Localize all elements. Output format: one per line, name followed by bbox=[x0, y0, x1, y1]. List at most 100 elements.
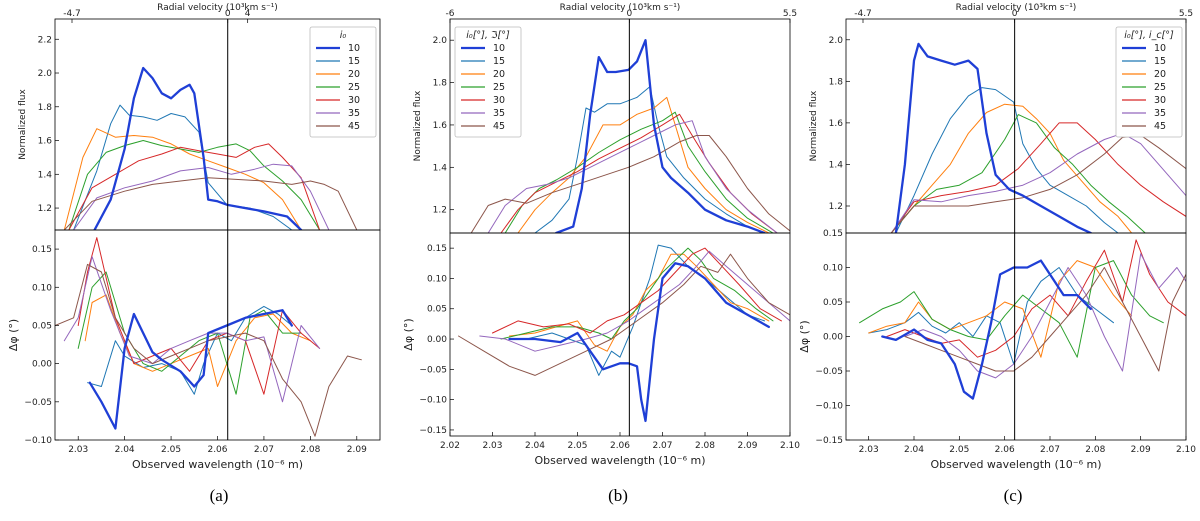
flux-y-tick-label: 1.6 bbox=[38, 137, 53, 147]
flux-series-15 bbox=[534, 86, 765, 233]
phase-y-tick-label: −0.05 bbox=[815, 367, 843, 377]
phase-y-tick-label: −0.15 bbox=[815, 436, 843, 446]
x-tick-label: 2.04 bbox=[525, 441, 545, 451]
legend-box bbox=[1115, 26, 1183, 138]
x-tick-label: 2.03 bbox=[68, 445, 88, 455]
x-tick-label: 2.05 bbox=[161, 445, 181, 455]
phase-series-15 bbox=[868, 267, 1114, 365]
phase-y-label: Δφ (°) bbox=[402, 318, 415, 350]
legend-box bbox=[454, 26, 522, 138]
phase-series-45 bbox=[458, 253, 790, 376]
flux-curves bbox=[470, 39, 790, 233]
phase-frame bbox=[449, 232, 791, 437]
panel-b: 2.02 2.03 2.04 2.05 2.06 2.07 2.08 2.09 2.10 Obse… bbox=[402, 3, 800, 505]
phase-series-20 bbox=[868, 260, 1133, 358]
phase-series-10 bbox=[881, 259, 1092, 400]
flux-y-tick-label: 1.2 bbox=[433, 206, 447, 216]
flux-series-35 bbox=[890, 132, 1186, 233]
phase-series-20 bbox=[84, 294, 311, 387]
flux-y-tick-label: 1.8 bbox=[38, 103, 53, 113]
legend-label-15: 15 bbox=[348, 56, 360, 67]
phase-series-30 bbox=[886, 239, 1186, 358]
phase-y-tick-label: −0.10 bbox=[24, 436, 52, 446]
phase-y-tick-label: 0.00 bbox=[823, 333, 843, 343]
x-tick-label: 2.07 bbox=[1040, 445, 1060, 455]
phase-y-label: Δφ (°) bbox=[7, 319, 20, 351]
x-tick-label: 2.10 bbox=[1176, 445, 1196, 455]
x-tick-label: 2.08 bbox=[1085, 445, 1105, 455]
phase-curves bbox=[859, 239, 1186, 400]
flux-y-label: Normalized flux bbox=[18, 89, 28, 160]
legend-label-45: 45 bbox=[493, 121, 505, 132]
flux-series-25 bbox=[504, 111, 774, 233]
flux-series-45 bbox=[470, 135, 790, 233]
phase-y-tick-label: 0.05 bbox=[32, 321, 52, 331]
x-tick-label: 2.09 bbox=[347, 445, 367, 455]
flux-series-35 bbox=[73, 163, 330, 230]
x-axis-label: Observed wavelength (10⁻⁶ m) bbox=[132, 458, 303, 471]
phase-series-10 bbox=[88, 309, 293, 430]
flux-series-10 bbox=[555, 39, 766, 233]
flux-series-45 bbox=[890, 134, 1186, 233]
phase-y-tick-label: 0.05 bbox=[823, 298, 843, 308]
legend-label-10: 10 bbox=[348, 43, 360, 54]
flux-series-10 bbox=[894, 42, 1092, 233]
flux-y-tick-label: 1.4 bbox=[829, 160, 844, 170]
flux-series-20 bbox=[63, 128, 302, 230]
top-tick-label: 5.5 bbox=[783, 9, 797, 19]
x-tick-label: 2.04 bbox=[904, 445, 924, 455]
phase-series-20 bbox=[509, 253, 770, 352]
legend-label-30: 30 bbox=[348, 95, 360, 106]
x-tick-label: 2.07 bbox=[254, 445, 274, 455]
top-tick-label: -4.7 bbox=[63, 9, 81, 19]
x-tick-label: 2.08 bbox=[695, 441, 715, 451]
flux-y-tick-label: 1.8 bbox=[433, 79, 448, 89]
top-tick-label: -6 bbox=[446, 9, 455, 19]
flux-series-45 bbox=[63, 177, 358, 230]
flux-series-20 bbox=[890, 103, 1133, 233]
x-tick-label: 2.07 bbox=[652, 441, 672, 451]
top-tick-label: 0 bbox=[626, 9, 632, 19]
x-tick-label: 2.09 bbox=[1131, 445, 1151, 455]
phase-y-tick-label: 0.00 bbox=[32, 360, 52, 370]
panel-caption: (c) bbox=[1004, 486, 1023, 505]
legend-label-35: 35 bbox=[1154, 108, 1166, 119]
legend-label-20: 20 bbox=[348, 69, 360, 80]
x-tick-label: 2.10 bbox=[780, 441, 800, 451]
phase-series-35 bbox=[63, 256, 321, 403]
flux-y-tick-label: 1.8 bbox=[829, 77, 844, 87]
x-tick-label: 2.05 bbox=[949, 445, 969, 455]
legend-label-25: 25 bbox=[1154, 82, 1166, 93]
legend-label-45: 45 bbox=[1154, 121, 1166, 132]
flux-series-30 bbox=[890, 122, 1186, 233]
top-tick-label: 0 bbox=[225, 9, 231, 19]
x-tick-label: 2.06 bbox=[610, 441, 630, 451]
top-axis-label: Radial velocity (10³km s⁻¹) bbox=[560, 3, 681, 13]
phase-y-tick-label: −0.05 bbox=[24, 398, 52, 408]
flux-y-tick-label: 1.4 bbox=[433, 163, 448, 173]
legend-label-45: 45 bbox=[348, 121, 360, 132]
x-tick-label: 2.02 bbox=[440, 441, 460, 451]
phase-series-15 bbox=[526, 244, 765, 376]
legend-label-25: 25 bbox=[348, 82, 360, 93]
legend-label-35: 35 bbox=[493, 108, 505, 119]
legend-label-20: 20 bbox=[493, 69, 505, 80]
phase-y-tick-label: −0.05 bbox=[419, 365, 447, 375]
legend-title: i₀[°], ℑ[°] bbox=[466, 30, 510, 41]
flux-series-35 bbox=[487, 120, 778, 233]
flux-series-10 bbox=[93, 66, 303, 230]
flux-y-tick-label: 1.6 bbox=[829, 119, 844, 129]
legend-label-25: 25 bbox=[493, 82, 505, 93]
x-tick-label: 2.04 bbox=[115, 445, 135, 455]
x-tick-label: 2.09 bbox=[737, 441, 757, 451]
flux-series-25 bbox=[890, 114, 1146, 233]
phase-y-tick-label: 0.00 bbox=[427, 335, 447, 345]
flux-y-label: Normalized flux bbox=[809, 90, 819, 161]
panel-c: 2.03 2.04 2.05 2.06 2.07 2.08 2.09 2.10 Observed… bbox=[798, 3, 1196, 505]
phase-curves bbox=[458, 244, 790, 423]
legend-title: i₀ bbox=[340, 30, 347, 41]
top-axis-label: Radial velocity (10³km s⁻¹) bbox=[956, 3, 1077, 13]
phase-series-25 bbox=[859, 260, 1164, 358]
flux-series-25 bbox=[68, 140, 321, 230]
legend: i₀[°], i_c[°] 10 15 20 25 30 35 45 bbox=[1115, 26, 1183, 138]
